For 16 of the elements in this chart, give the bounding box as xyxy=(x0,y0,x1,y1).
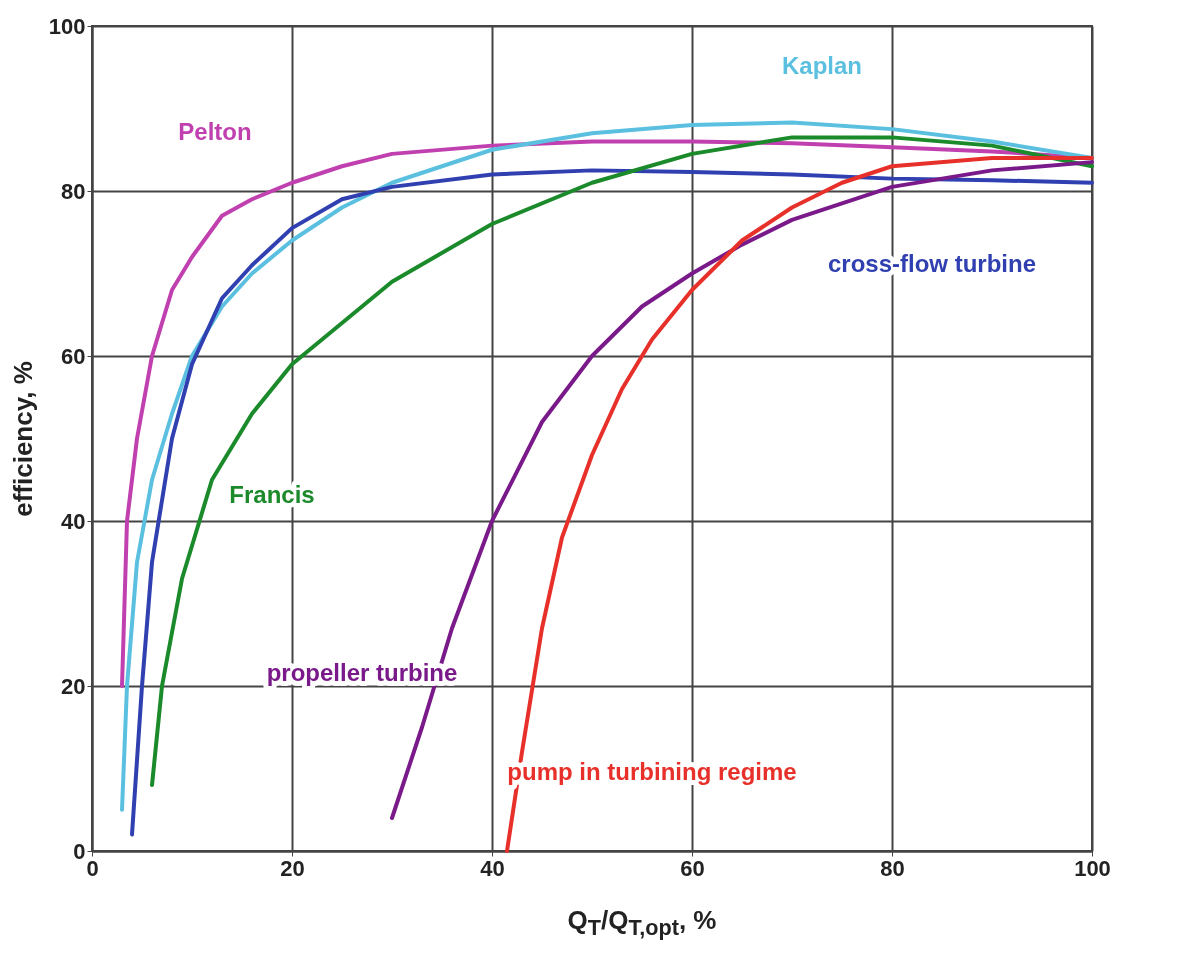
text: Pelton xyxy=(178,118,252,146)
y-tick-label: 60 xyxy=(61,343,86,369)
y-tick-label: 0 xyxy=(73,838,86,864)
x-axis-title: Q$_{T}$/Q$_{T,opt}$, % xyxy=(566,905,718,942)
y-tick-label: 40 xyxy=(61,508,86,534)
y-tick-label: 80 xyxy=(61,178,86,204)
y-tick-label: 100 xyxy=(48,13,86,39)
series-label: Kaplan xyxy=(781,52,863,80)
line-series xyxy=(505,156,1094,853)
x-tick-label: 100 xyxy=(1074,855,1111,881)
x-tick-label: 60 xyxy=(680,855,705,881)
y-axis-title: efficiency, % xyxy=(7,361,38,517)
x-tick-label: 20 xyxy=(280,855,305,881)
x-tick-label: 80 xyxy=(880,855,905,881)
y-tick-label: 20 xyxy=(61,673,86,699)
x-tick-label: 40 xyxy=(480,855,505,881)
